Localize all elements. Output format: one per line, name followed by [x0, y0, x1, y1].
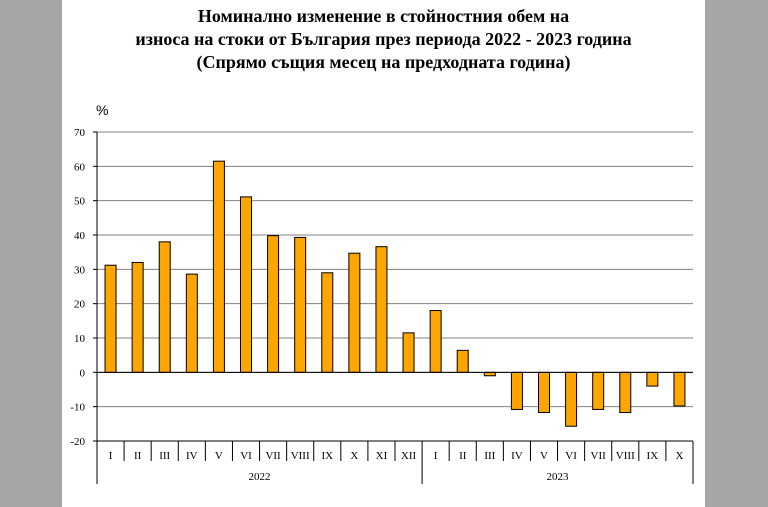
bar — [646, 371, 659, 387]
x-category-label: II — [134, 450, 142, 462]
x-category-label: V — [215, 450, 223, 462]
x-category-label: IX — [647, 450, 659, 462]
x-category-label: VI — [240, 450, 252, 462]
y-tick-label: 10 — [74, 333, 86, 345]
x-category-label: XII — [401, 450, 417, 462]
x-category-label: X — [350, 450, 358, 462]
bar — [619, 371, 632, 414]
bar — [348, 252, 361, 373]
bar — [592, 371, 605, 410]
bar — [131, 261, 144, 373]
y-tick-label: 30 — [74, 264, 86, 276]
bar — [429, 310, 442, 373]
x-category-label: VIII — [616, 450, 635, 462]
chart-title-line-3: (Спрямо същия месец на предходната годин… — [196, 52, 571, 72]
x-category-label: I — [109, 450, 113, 462]
y-axis-ticks: -20 -10 0 10 20 30 40 50 60 70 — [70, 127, 97, 448]
x-category-label: IX — [321, 450, 333, 462]
x-axis-categories: I II III IV V VI VII VIII IX X XI XII I II III IV V VI VII… — [96, 441, 694, 462]
x-axis-year-groups: 2022 2023 — [96, 461, 694, 484]
bar — [565, 371, 578, 427]
y-tick-label: 60 — [74, 161, 86, 173]
x-category-label: II — [459, 450, 467, 462]
chart-title-line-2: износа на стоки от България през периода… — [135, 29, 632, 49]
x-category-label: V — [540, 450, 548, 462]
y-tick-label: 40 — [74, 230, 86, 242]
bar — [456, 349, 469, 373]
bar — [538, 371, 550, 414]
bar — [402, 332, 415, 373]
x-group-label: 2022 — [249, 471, 271, 483]
bar — [375, 246, 388, 373]
x-category-label: X — [675, 450, 683, 462]
x-category-label: IV — [511, 450, 523, 462]
y-tick-label: 0 — [80, 367, 86, 379]
bar — [158, 241, 171, 373]
x-category-label: I — [434, 450, 438, 462]
x-category-label: VII — [591, 450, 607, 462]
bar — [185, 273, 198, 373]
y-tick-label: 70 — [74, 127, 86, 139]
bar — [212, 160, 225, 373]
bar — [483, 371, 496, 377]
bar — [240, 196, 252, 373]
y-tick-label: 20 — [74, 299, 86, 311]
y-tick-label: -10 — [70, 402, 85, 414]
bar — [104, 264, 117, 373]
y-tick-label: -20 — [70, 436, 85, 448]
x-category-label: VI — [565, 450, 577, 462]
bar — [510, 371, 523, 410]
x-category-label: XI — [376, 450, 388, 462]
bar — [267, 235, 280, 373]
y-axis-unit-label: % — [96, 102, 108, 118]
bar — [673, 371, 686, 407]
x-category-label: III — [159, 450, 170, 462]
bar — [321, 272, 334, 373]
x-category-label: VII — [265, 450, 281, 462]
chart-title: Номинално изменение в стойностния обем н… — [62, 5, 705, 74]
x-group-label: 2023 — [547, 471, 570, 483]
bar — [294, 236, 307, 373]
x-category-label: VIII — [291, 450, 310, 462]
x-category-label: IV — [186, 450, 198, 462]
chart-title-line-1: Номинално изменение в стойностния обем н… — [197, 6, 570, 26]
y-tick-label: 50 — [74, 196, 86, 208]
x-category-label: III — [484, 450, 495, 462]
